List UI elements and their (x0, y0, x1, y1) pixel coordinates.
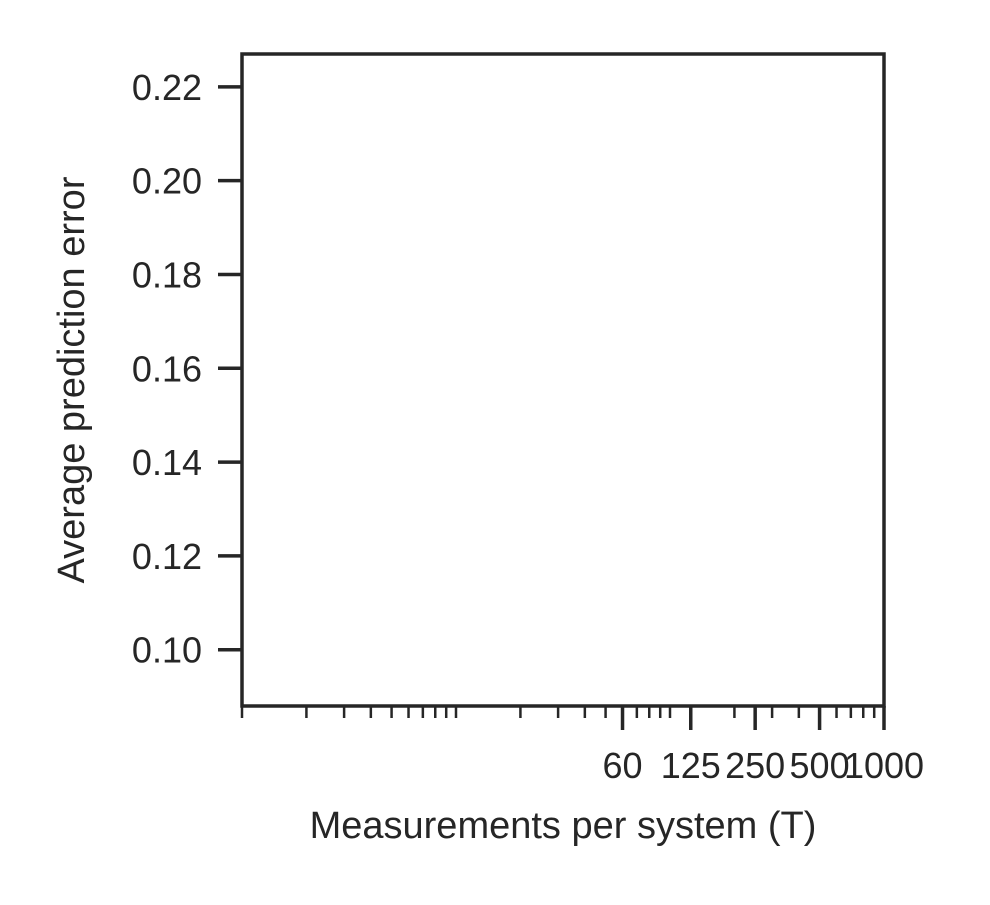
y-tick-label: 0.22 (132, 67, 202, 108)
plot-frame (240, 52, 886, 708)
y-tick-label: 0.12 (132, 536, 202, 577)
plot-area (240, 52, 886, 708)
y-axis: 0.10 0.12 0.14 0.16 0.18 0.20 0.22 (132, 67, 242, 671)
y-tick-label: 0.16 (132, 348, 202, 389)
x-tick-label: 125 (661, 745, 721, 786)
y-tick-label: 0.18 (132, 254, 202, 295)
y-tick-label: 0.20 (132, 161, 202, 202)
y-tick-label: 0.10 (132, 630, 202, 671)
y-axis-label: Average prediction error (51, 176, 93, 583)
y-tick-label: 0.14 (132, 442, 202, 483)
x-axis-label: Measurements per system (T) (310, 805, 817, 847)
x-tick-label: 250 (725, 745, 785, 786)
x-tick-label: 1000 (844, 745, 924, 786)
x-tick-label: 60 (603, 745, 643, 786)
x-tick-label: 500 (790, 745, 850, 786)
